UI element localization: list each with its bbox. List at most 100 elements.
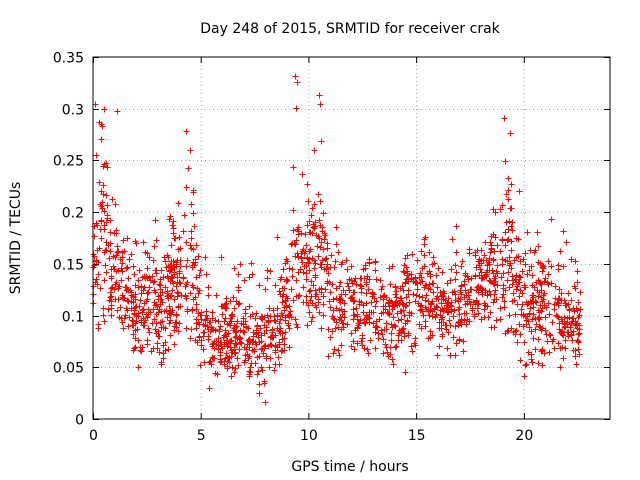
data-point	[121, 248, 128, 255]
data-point	[308, 318, 315, 325]
data-point	[306, 218, 313, 225]
data-point	[358, 338, 365, 345]
data-point	[187, 242, 194, 249]
data-point	[484, 262, 491, 269]
data-point	[155, 328, 162, 335]
data-point	[504, 328, 511, 335]
data-point	[467, 301, 474, 308]
data-point	[137, 344, 144, 351]
data-point	[300, 284, 307, 291]
data-point	[258, 364, 265, 371]
data-point	[450, 334, 457, 341]
data-point	[568, 256, 575, 263]
data-point	[153, 237, 160, 244]
data-point	[478, 275, 485, 282]
data-point	[490, 256, 497, 263]
data-point	[193, 301, 200, 308]
data-point	[460, 348, 467, 355]
data-point	[292, 316, 299, 323]
data-point	[517, 258, 524, 265]
data-point	[200, 346, 207, 353]
data-point	[129, 322, 136, 329]
data-point	[490, 299, 497, 306]
data-point	[312, 272, 319, 279]
data-point	[139, 274, 146, 281]
data-point	[282, 329, 289, 336]
data-point	[529, 359, 536, 366]
data-point	[534, 229, 541, 236]
data-point	[299, 259, 306, 266]
data-point	[522, 261, 529, 268]
data-point	[267, 355, 274, 362]
data-point	[352, 327, 359, 334]
data-point	[173, 319, 180, 326]
data-point	[517, 331, 524, 338]
data-point	[228, 312, 235, 319]
data-point	[433, 295, 440, 302]
data-point	[312, 260, 319, 267]
data-point	[160, 274, 167, 281]
data-point	[506, 284, 513, 291]
data-point	[478, 260, 485, 267]
data-point	[234, 318, 241, 325]
data-point	[101, 318, 108, 325]
data-point	[481, 306, 488, 313]
data-point	[252, 315, 259, 322]
data-point	[167, 213, 174, 220]
data-point	[321, 266, 328, 273]
data-point	[403, 302, 410, 309]
data-point	[372, 303, 379, 310]
data-point	[265, 317, 272, 324]
data-point	[156, 281, 163, 288]
data-point	[277, 316, 284, 323]
data-point	[171, 327, 178, 334]
data-point	[166, 320, 173, 327]
data-point	[97, 285, 104, 292]
data-point	[355, 322, 362, 329]
data-point	[408, 343, 415, 350]
data-point	[172, 235, 179, 242]
data-point	[366, 315, 373, 322]
data-point	[461, 317, 468, 324]
data-point	[478, 247, 485, 254]
data-point	[142, 317, 149, 324]
data-point	[244, 351, 251, 358]
data-point	[507, 130, 514, 137]
data-point	[100, 312, 107, 319]
data-point	[508, 205, 515, 212]
data-point	[558, 316, 565, 323]
data-point	[304, 322, 311, 329]
data-point	[232, 365, 239, 372]
data-point	[159, 289, 166, 296]
data-point	[124, 264, 131, 271]
data-point	[348, 330, 355, 337]
data-point	[311, 201, 318, 208]
data-point	[477, 266, 484, 273]
data-point	[104, 164, 111, 171]
data-point	[539, 298, 546, 305]
data-point	[211, 345, 218, 352]
data-point	[455, 306, 462, 313]
data-point	[526, 311, 533, 318]
data-point	[260, 350, 267, 357]
data-point	[555, 340, 562, 347]
data-point	[108, 312, 115, 319]
data-point	[319, 257, 326, 264]
data-point	[108, 285, 115, 292]
data-point	[302, 231, 309, 238]
data-point	[183, 325, 190, 332]
data-point	[269, 327, 276, 334]
data-point	[228, 373, 235, 380]
data-point	[472, 252, 479, 259]
data-point	[363, 279, 370, 286]
data-point	[338, 342, 345, 349]
data-point	[556, 286, 563, 293]
data-point	[125, 298, 132, 305]
data-point	[438, 319, 445, 326]
data-point	[190, 210, 197, 217]
data-point	[262, 342, 269, 349]
data-point	[522, 250, 529, 257]
data-point	[266, 364, 273, 371]
data-point	[402, 279, 409, 286]
data-point	[272, 282, 279, 289]
